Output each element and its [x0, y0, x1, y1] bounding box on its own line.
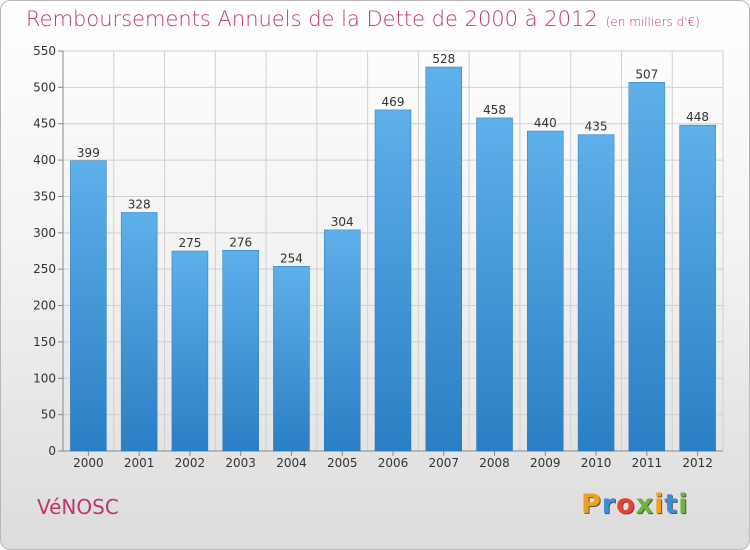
y-tick-label: 0 [48, 444, 56, 458]
y-tick-label: 100 [33, 371, 56, 385]
title-text: Remboursements Annuels de la Dette de 20… [26, 7, 598, 31]
x-tick-label: 2001 [124, 456, 155, 470]
bars [70, 66, 716, 452]
data-label: 399 [77, 146, 100, 160]
x-tick-label: 2005 [327, 456, 358, 470]
bar-2006 [374, 109, 412, 452]
bar-2011 [628, 82, 666, 452]
bar-2001 [120, 212, 158, 452]
data-label: 469 [382, 95, 405, 109]
x-tick-label: 2010 [581, 456, 612, 470]
y-tick-label: 400 [33, 153, 56, 167]
x-tick-label: 2000 [73, 456, 104, 470]
x-tick-label: 2011 [632, 456, 663, 470]
bar-2009 [527, 130, 564, 452]
commune-name: VéNOSC [37, 495, 119, 519]
y-tick-label: 350 [33, 189, 56, 203]
proxiti-logo[interactable]: Proxiti [581, 489, 689, 520]
logo-letter: t [664, 489, 679, 520]
logo-letter: i [678, 489, 689, 520]
bar-2000 [70, 160, 107, 452]
bar-2002 [171, 250, 209, 452]
x-tick-label: 2003 [225, 456, 256, 470]
logo-letter: x [635, 489, 655, 520]
y-tick-label: 150 [33, 335, 56, 349]
data-label: 440 [534, 116, 557, 130]
y-tick-label: 500 [33, 80, 56, 94]
data-label: 254 [280, 251, 303, 265]
y-tick-label: 300 [33, 226, 56, 240]
chart-title: Remboursements Annuels de la Dette de 20… [26, 7, 700, 31]
data-label: 435 [585, 120, 608, 134]
logo-letter: P [581, 489, 602, 520]
logo-letter: r [601, 489, 617, 520]
bar-2004 [273, 266, 310, 452]
y-tick-label: 50 [41, 408, 56, 422]
data-label: 458 [483, 103, 506, 117]
data-label: 328 [128, 197, 151, 211]
bar-2010 [577, 134, 615, 452]
x-tick-label: 2007 [428, 456, 459, 470]
logo-letter: i [654, 489, 665, 520]
data-label: 276 [229, 235, 252, 249]
data-label: 528 [432, 52, 455, 66]
bar-2007 [425, 66, 463, 452]
x-tick-label: 2008 [479, 456, 510, 470]
y-tick-label: 200 [33, 299, 56, 313]
x-tick-label: 2012 [682, 456, 713, 470]
data-label: 275 [178, 236, 201, 250]
y-tick-label: 450 [33, 117, 56, 131]
y-tick-label: 550 [33, 44, 56, 58]
bar-2008 [476, 117, 513, 452]
bar-2012 [679, 124, 716, 452]
x-tick-label: 2006 [378, 456, 409, 470]
data-label: 507 [635, 67, 658, 81]
y-tick-label: 250 [33, 262, 56, 276]
x-tick-label: 2004 [276, 456, 307, 470]
bar-2003 [222, 250, 259, 452]
bar-2005 [323, 229, 361, 452]
data-label: 448 [686, 110, 709, 124]
unit-label: (en milliers d'€) [605, 15, 700, 29]
logo-letter: o [616, 489, 636, 520]
labels: 0 50 100 150 200 250 300 350 400 450 500 550 399 2000… [33, 44, 713, 470]
x-tick-label: 2002 [175, 456, 206, 470]
x-tick-label: 2009 [530, 456, 561, 470]
data-label: 304 [331, 215, 354, 229]
